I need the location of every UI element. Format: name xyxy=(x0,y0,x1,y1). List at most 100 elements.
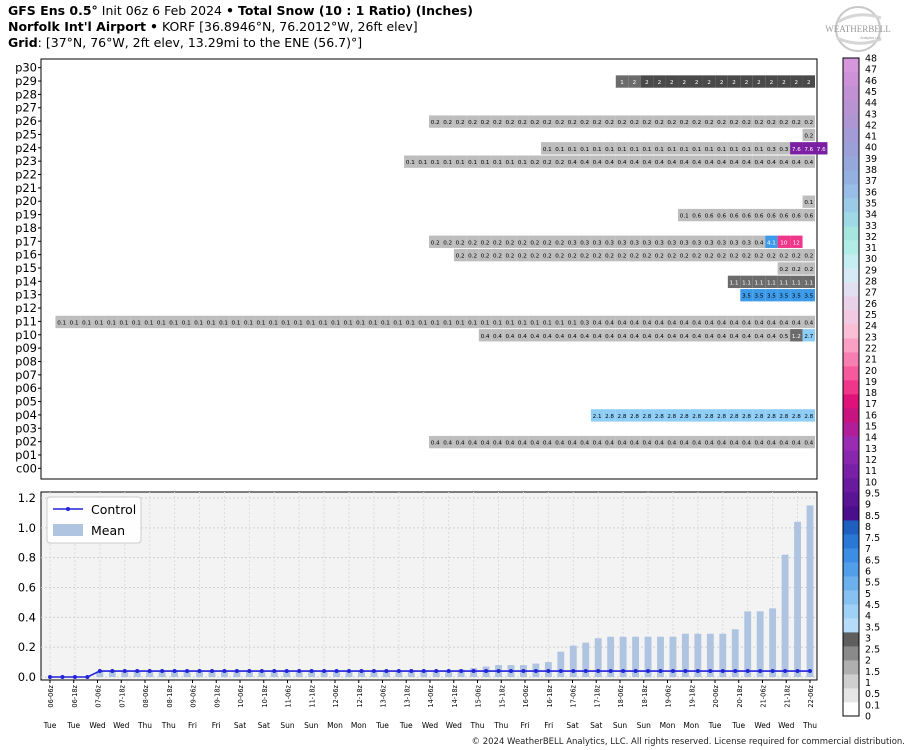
heatmap-cell-p02 xyxy=(665,435,679,449)
mean-bar xyxy=(657,636,664,677)
heatmap-cell-label: 0.4 xyxy=(755,441,764,447)
heatmap-cell-label: 0.4 xyxy=(505,334,514,340)
heatmap-cell-p23 xyxy=(516,155,529,168)
heatmap-cell-p02 xyxy=(516,435,529,449)
heatmap-cell-p11 xyxy=(67,315,81,329)
heatmap-cell-p23 xyxy=(429,155,442,168)
heatmap-cell-label: 3.5 xyxy=(779,294,788,300)
heatmap-cell-label: 1.1 xyxy=(804,280,813,286)
mean-bar xyxy=(607,636,615,677)
heatmap-cell-p16 xyxy=(752,248,766,262)
heatmap-cell-p02 xyxy=(765,435,778,449)
heatmap-cell-label: 2 xyxy=(795,80,799,86)
colorbar-tick-label: 3.5 xyxy=(865,622,880,633)
heatmap-cell-label: 0.4 xyxy=(618,320,627,326)
heatmap-cell-label: 0.6 xyxy=(792,214,801,220)
heatmap-cell-p14 xyxy=(765,275,778,289)
heatmap-cell-label: 0.4 xyxy=(667,334,676,340)
heatmap-cell-label: 0.1 xyxy=(605,147,614,153)
heatmap-cell-label: 0.2 xyxy=(792,267,801,273)
control-point xyxy=(185,669,190,674)
heatmap-cell-label: 0.2 xyxy=(493,254,502,260)
heatmap-cell-p26 xyxy=(715,115,728,128)
control-point xyxy=(471,669,476,674)
heatmap-cell-label: 2 xyxy=(682,80,686,86)
x-day-label: Wed xyxy=(778,721,795,730)
member-label-p09: p09 xyxy=(15,341,37,355)
x-day-label: Fri xyxy=(188,721,197,730)
heatmap-cell-label: 0.2 xyxy=(493,120,502,126)
heatmap-cell-p10 xyxy=(491,329,504,342)
heatmap-cell-p23 xyxy=(441,155,454,168)
legend-control-marker xyxy=(66,507,70,511)
colorbar-tick-label: 38 xyxy=(865,165,877,176)
heatmap-cell-label: 0.6 xyxy=(692,214,701,220)
heatmap-cell-label: 0.1 xyxy=(393,320,402,326)
heatmap-cell-label: 3.5 xyxy=(792,294,801,300)
heatmap-cell-p11 xyxy=(379,315,392,329)
heatmap-cell-p24 xyxy=(740,142,753,155)
control-point xyxy=(234,669,239,674)
x-day-label: Thu xyxy=(493,721,508,730)
heatmap-cell-label: 0.4 xyxy=(742,441,751,447)
control-point xyxy=(85,675,90,679)
heatmap-cell-label: 0.4 xyxy=(692,320,701,326)
heatmap-cell-p16 xyxy=(541,248,554,262)
heatmap-cell-p17 xyxy=(702,235,716,248)
heatmap-cell-label: 0.2 xyxy=(518,120,527,126)
control-point xyxy=(758,669,763,674)
mean-bar xyxy=(769,608,777,677)
heatmap-cell-label: 0.2 xyxy=(717,254,726,260)
heatmap-cell-label: 2.8 xyxy=(717,414,726,420)
member-label-p03: p03 xyxy=(15,421,37,435)
heatmap-cell-label: 0.1 xyxy=(281,320,290,326)
heatmap-cell-label: 0.1 xyxy=(331,320,340,326)
heatmap-cell-label: 2 xyxy=(658,80,662,86)
heatmap-cell-label: 0.2 xyxy=(717,120,726,126)
heatmap-cell-label: 0.4 xyxy=(618,441,627,447)
heatmap-cell-p04 xyxy=(727,409,741,422)
heatmap-cell-p23 xyxy=(478,155,492,168)
heatmap-cell-label: 2.8 xyxy=(730,414,739,420)
heatmap-cell-p10 xyxy=(590,329,604,342)
mean-bar xyxy=(569,645,577,677)
heatmap-cell-label: 0.4 xyxy=(692,334,701,340)
control-point xyxy=(808,669,812,674)
heatmap-cell-p11 xyxy=(192,315,205,329)
member-label-p24: p24 xyxy=(15,141,37,155)
heatmap-cell-label: 0.4 xyxy=(717,320,726,326)
heatmap-cell-label: 0.3 xyxy=(705,240,714,246)
heatmap-cell-label: 0.3 xyxy=(580,320,589,326)
heatmap-cell-p24 xyxy=(702,142,716,155)
heatmap-cell-p24 xyxy=(790,142,803,155)
heatmap-cell-label: 0.4 xyxy=(755,334,764,340)
heatmap-cell-label: 0.6 xyxy=(804,214,813,220)
heatmap-cell-p17 xyxy=(752,235,766,248)
heatmap-cell-p20 xyxy=(802,195,815,208)
control-point xyxy=(334,669,339,674)
colorbar-swatch xyxy=(843,100,859,115)
heatmap-cell-p23 xyxy=(702,155,716,168)
heatmap-cell-p24 xyxy=(615,142,629,155)
member-label-p30: p30 xyxy=(15,61,37,75)
x-day-label: Sat xyxy=(234,721,246,730)
x-tick-label: 16-06z xyxy=(522,684,530,707)
heatmap-cell-p11 xyxy=(777,315,791,329)
control-point xyxy=(322,669,327,674)
heatmap-cell-label: 0.6 xyxy=(705,214,714,220)
colorbar-tick-label: 27 xyxy=(865,288,877,299)
control-point xyxy=(384,669,389,674)
heatmap-cell-p23 xyxy=(565,155,579,168)
heatmap-cell-label: 0.4 xyxy=(456,441,465,447)
heatmap-cell-p02 xyxy=(777,435,791,449)
heatmap-cell-label: 0.4 xyxy=(468,441,477,447)
colorbar-swatch xyxy=(843,58,859,73)
heatmap-cell-label: 0.1 xyxy=(443,320,452,326)
heatmap-cell-p17 xyxy=(615,235,629,248)
heatmap-cell-label: 0.2 xyxy=(680,120,689,126)
heatmap-cell-label: 0.2 xyxy=(742,254,751,260)
heatmap-cell-label: 0.2 xyxy=(742,120,751,126)
x-day-label: Fri xyxy=(212,721,221,730)
colorbar-tick-label: 13 xyxy=(865,444,877,455)
colorbar-swatch xyxy=(843,632,859,647)
